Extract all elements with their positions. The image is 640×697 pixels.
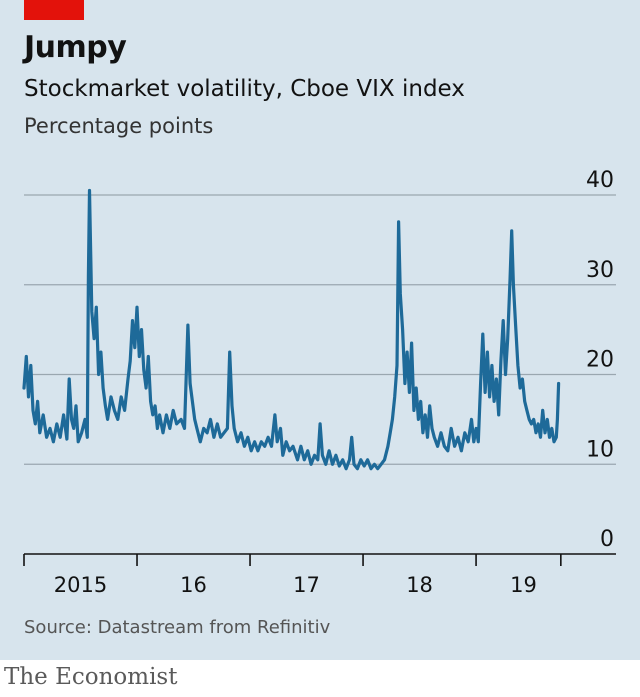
x-tick-label: 16 xyxy=(180,573,207,597)
vix-line-chart: 0 10 20 30 40 2015 16 17 18 19 xyxy=(22,168,616,597)
y-tick-label: 20 xyxy=(586,348,614,373)
x-tick-label: 19 xyxy=(510,573,537,597)
brand-logo-text: The Economist xyxy=(4,664,178,690)
source-note: Source: Datastream from Refinitiv xyxy=(24,617,331,638)
vix-series-line xyxy=(22,188,561,471)
footer-bar: The Economist xyxy=(0,660,640,697)
x-tick-label: 17 xyxy=(293,573,320,597)
chart-title: Jumpy xyxy=(24,30,127,65)
brand-red-tag xyxy=(24,0,84,20)
x-tick-label: 18 xyxy=(406,573,433,597)
x-axis: 2015 16 17 18 19 xyxy=(23,553,616,597)
y-tick-label: 10 xyxy=(586,437,614,462)
series-layer xyxy=(22,188,561,471)
units-label: Percentage points xyxy=(24,114,214,138)
y-tick-label: 30 xyxy=(586,258,614,283)
y-tick-label: 40 xyxy=(586,168,614,193)
chart-subtitle: Stockmarket volatility, Cboe VIX index xyxy=(24,76,465,102)
x-tick-label: 2015 xyxy=(54,573,107,597)
y-tick-labels: 0 10 20 30 40 xyxy=(586,168,614,552)
y-tick-label: 0 xyxy=(600,527,614,552)
chart-card: Jumpy Stockmarket volatility, Cboe VIX i… xyxy=(22,0,616,638)
